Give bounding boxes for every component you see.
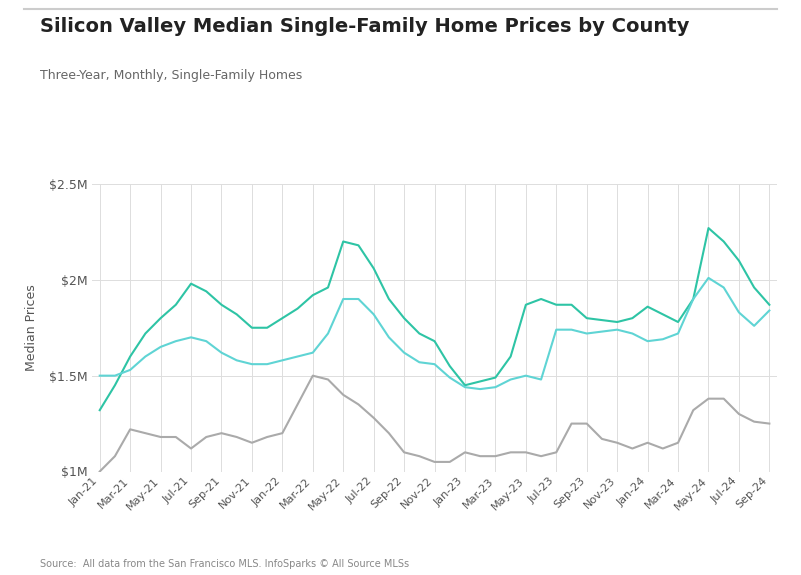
Text: Three-Year, Monthly, Single-Family Homes: Three-Year, Monthly, Single-Family Homes bbox=[40, 69, 302, 82]
Text: Silicon Valley Median Single-Family Home Prices by County: Silicon Valley Median Single-Family Home… bbox=[40, 17, 690, 36]
Text: Source:  All data from the San Francisco MLS. InfoSparks © All Source MLSs: Source: All data from the San Francisco … bbox=[40, 559, 409, 569]
Y-axis label: Median Prices: Median Prices bbox=[25, 285, 38, 371]
